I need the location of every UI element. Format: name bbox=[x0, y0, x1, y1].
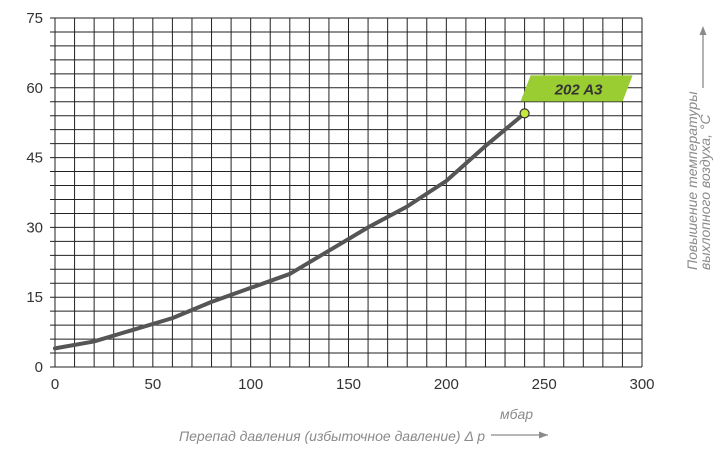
x-tick-label: 100 bbox=[238, 376, 263, 393]
y-tick-label: 60 bbox=[26, 80, 43, 97]
chart-grid bbox=[50, 17, 643, 368]
y-axis-title: Повышение температуры выхлопного воздуха… bbox=[684, 91, 713, 270]
y-tick-label: 45 bbox=[26, 150, 43, 167]
y-axis-title-line1: Повышение температуры bbox=[684, 91, 700, 270]
series-name-label: 202 A3 bbox=[554, 81, 603, 98]
series-end-marker bbox=[519, 108, 530, 119]
x-tick-label: 300 bbox=[629, 376, 654, 393]
series-group bbox=[53, 108, 530, 351]
y-axis-title-line2: выхлопного воздуха, °C bbox=[697, 114, 713, 270]
x-axis-unit: мбар bbox=[500, 406, 533, 422]
y-tick-label: 75 bbox=[26, 10, 43, 27]
series-badge-background bbox=[520, 75, 633, 102]
x-axis-arrow bbox=[491, 431, 548, 439]
x-tick-label: 150 bbox=[336, 376, 361, 393]
x-axis-title: Перепад давления (избыточное давление) Δ… bbox=[179, 428, 485, 444]
x-tick-label: 0 bbox=[51, 376, 59, 393]
tick-labels: 0 50 100 150 200 250 300 0 15 30 45 60 75 bbox=[26, 10, 654, 393]
y-tick-label: 15 bbox=[26, 289, 43, 306]
series-line bbox=[53, 111, 527, 351]
series-badge: 202 A3 bbox=[520, 75, 633, 102]
x-tick-label: 50 bbox=[144, 376, 161, 393]
y-tick-label: 30 bbox=[26, 219, 43, 236]
y-axis-arrow bbox=[699, 26, 707, 88]
x-tick-label: 200 bbox=[434, 376, 459, 393]
x-tick-label: 250 bbox=[532, 376, 557, 393]
y-tick-label: 0 bbox=[35, 359, 43, 376]
